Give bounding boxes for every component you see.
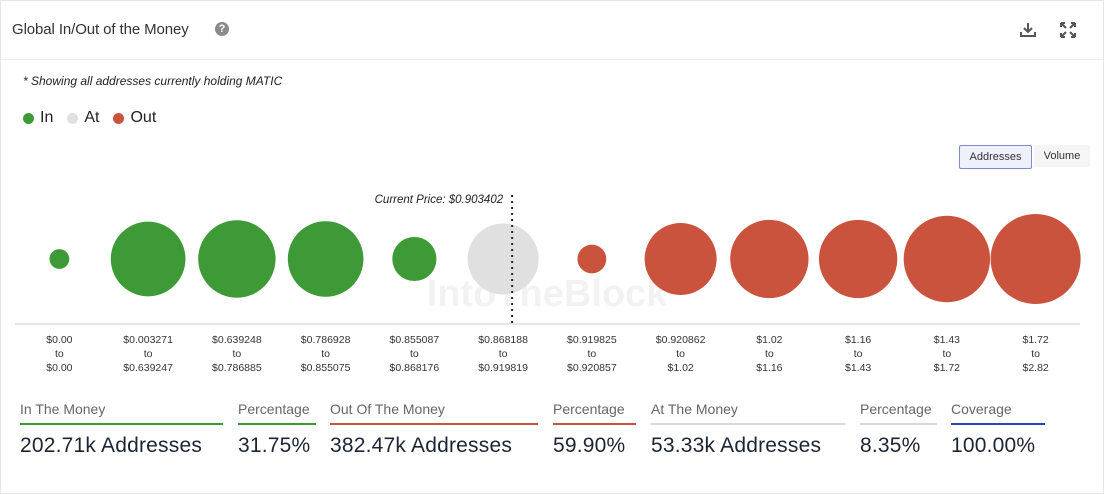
stat-value: 59.90% bbox=[553, 434, 626, 457]
stat-out-of-the-money: Out Of The Money 382.47k Addresses bbox=[330, 401, 538, 458]
tick-label-connector: to bbox=[587, 348, 596, 360]
stat-label: Percentage bbox=[238, 401, 310, 417]
bubble-out[interactable] bbox=[818, 219, 898, 299]
current-price-label: Current Price: $0.903402 bbox=[375, 194, 504, 206]
tick-label-connector: to bbox=[410, 348, 419, 360]
tick-label-connector: to bbox=[499, 348, 508, 360]
bubble-out[interactable] bbox=[577, 244, 607, 274]
addresses-toggle-button[interactable]: Addresses bbox=[959, 145, 1032, 169]
tick-label-from: $0.920862 bbox=[656, 334, 706, 346]
bubble-in[interactable] bbox=[110, 221, 186, 297]
card-title: Global In/Out of the Money bbox=[12, 21, 189, 38]
stat-label: In The Money bbox=[20, 401, 106, 417]
tick-label-connector: to bbox=[232, 348, 241, 360]
tick-label-from: $0.868188 bbox=[478, 334, 528, 346]
tick-label-to: $1.43 bbox=[845, 362, 871, 374]
card-header: Global In/Out of the Money ? bbox=[1, 1, 1103, 60]
tick-label-connector: to bbox=[676, 348, 685, 360]
tick-label-to: $0.639247 bbox=[123, 362, 173, 374]
legend-dot-at bbox=[67, 112, 79, 124]
tick-label-from: $1.02 bbox=[756, 334, 782, 346]
tick-label-from: $1.16 bbox=[845, 334, 871, 346]
legend-label-out: Out bbox=[130, 109, 157, 126]
tick-label-connector: to bbox=[854, 348, 863, 360]
tick-label-to: $0.786885 bbox=[212, 362, 262, 374]
bubble-out[interactable] bbox=[903, 215, 991, 303]
bubble-out[interactable] bbox=[644, 223, 717, 295]
legend-label-at: At bbox=[84, 109, 100, 126]
tick-label-connector: to bbox=[1031, 348, 1040, 360]
tick-label-to: $1.16 bbox=[756, 362, 782, 374]
tick-label-connector: to bbox=[942, 348, 951, 360]
stat-value: 8.35% bbox=[860, 434, 921, 457]
bubble-in[interactable] bbox=[49, 249, 70, 269]
stat-underline bbox=[651, 423, 845, 425]
tick-label-to: $0.920857 bbox=[567, 362, 617, 374]
tick-label-to: $0.919819 bbox=[478, 362, 528, 374]
stat-value: 53.33k Addresses bbox=[651, 434, 822, 457]
bubble-in[interactable] bbox=[287, 221, 364, 297]
legend-dot-out bbox=[113, 112, 125, 124]
stat-underline bbox=[553, 423, 636, 425]
tick-label-to: $2.82 bbox=[1022, 362, 1048, 374]
bubble-in[interactable] bbox=[198, 220, 276, 298]
stat-label: Coverage bbox=[951, 401, 1012, 417]
stat-value: 382.47k Addresses bbox=[330, 434, 513, 457]
stat-label: Percentage bbox=[553, 401, 625, 417]
tick-label-to: $0.00 bbox=[46, 362, 72, 374]
stat-label: Percentage bbox=[860, 401, 932, 417]
download-icon[interactable] bbox=[1018, 20, 1038, 40]
tick-label-connector: to bbox=[144, 348, 153, 360]
stat-underline bbox=[860, 423, 937, 425]
tick-label-to: $1.72 bbox=[934, 362, 960, 374]
stat-underline bbox=[20, 423, 223, 425]
volume-toggle-button[interactable]: Volume bbox=[1034, 145, 1090, 167]
legend-item-in[interactable]: In bbox=[23, 109, 53, 127]
stat-coverage: Coverage 100.00% bbox=[951, 401, 1045, 458]
bubble-out[interactable] bbox=[990, 214, 1081, 304]
stat-label: Out Of The Money bbox=[330, 401, 445, 417]
bubble-at[interactable] bbox=[467, 223, 539, 295]
legend: In At Out bbox=[23, 109, 156, 127]
stat-at-the-money: At The Money 53.33k Addresses bbox=[651, 401, 845, 458]
tick-label-from: $1.72 bbox=[1022, 334, 1048, 346]
legend-item-at[interactable]: At bbox=[67, 109, 99, 127]
tick-label-from: $0.003271 bbox=[123, 334, 173, 346]
tick-label-from: $1.43 bbox=[934, 334, 960, 346]
tick-label-from: $0.786928 bbox=[301, 334, 351, 346]
tick-label-from: $0.639248 bbox=[212, 334, 262, 346]
stat-value: 100.00% bbox=[951, 434, 1036, 457]
tick-label-to: $1.02 bbox=[667, 362, 693, 374]
tick-label-from: $0.855087 bbox=[390, 334, 440, 346]
help-icon[interactable]: ? bbox=[215, 22, 229, 36]
stat-in-the-money: In The Money 202.71k Addresses bbox=[20, 401, 223, 458]
stat-in-percentage: Percentage 31.75% bbox=[238, 401, 316, 458]
tick-label-connector: to bbox=[321, 348, 330, 360]
stat-out-percentage: Percentage 59.90% bbox=[553, 401, 636, 458]
legend-item-out[interactable]: Out bbox=[113, 109, 156, 127]
expand-icon[interactable] bbox=[1058, 20, 1078, 40]
legend-label-in: In bbox=[40, 109, 54, 126]
bubble-in[interactable] bbox=[392, 236, 437, 282]
tick-label-to: $0.855075 bbox=[301, 362, 351, 374]
bubble-out[interactable] bbox=[730, 219, 809, 299]
stat-value: 31.75% bbox=[238, 434, 311, 457]
stat-at-percentage: Percentage 8.35% bbox=[860, 401, 937, 458]
stat-value: 202.71k Addresses bbox=[20, 434, 203, 457]
tick-label-from: $0.919825 bbox=[567, 334, 617, 346]
tick-label-connector: to bbox=[765, 348, 774, 360]
bubble-chart: IntoTheBlock $0.00 to $0.00 $0.003271 to $0.63… bbox=[15, 194, 1081, 374]
stat-underline bbox=[330, 423, 538, 425]
stat-underline bbox=[238, 423, 316, 425]
holding-note: * Showing all addresses currently holdin… bbox=[23, 74, 283, 88]
tick-label-from: $0.00 bbox=[46, 334, 72, 346]
tick-label-to: $0.868176 bbox=[390, 362, 440, 374]
stat-underline bbox=[951, 423, 1045, 425]
legend-dot-in bbox=[23, 112, 34, 124]
tick-label-connector: to bbox=[55, 348, 64, 360]
stat-label: At The Money bbox=[651, 401, 738, 417]
watermark-text: IntoTheBlock bbox=[427, 273, 669, 315]
